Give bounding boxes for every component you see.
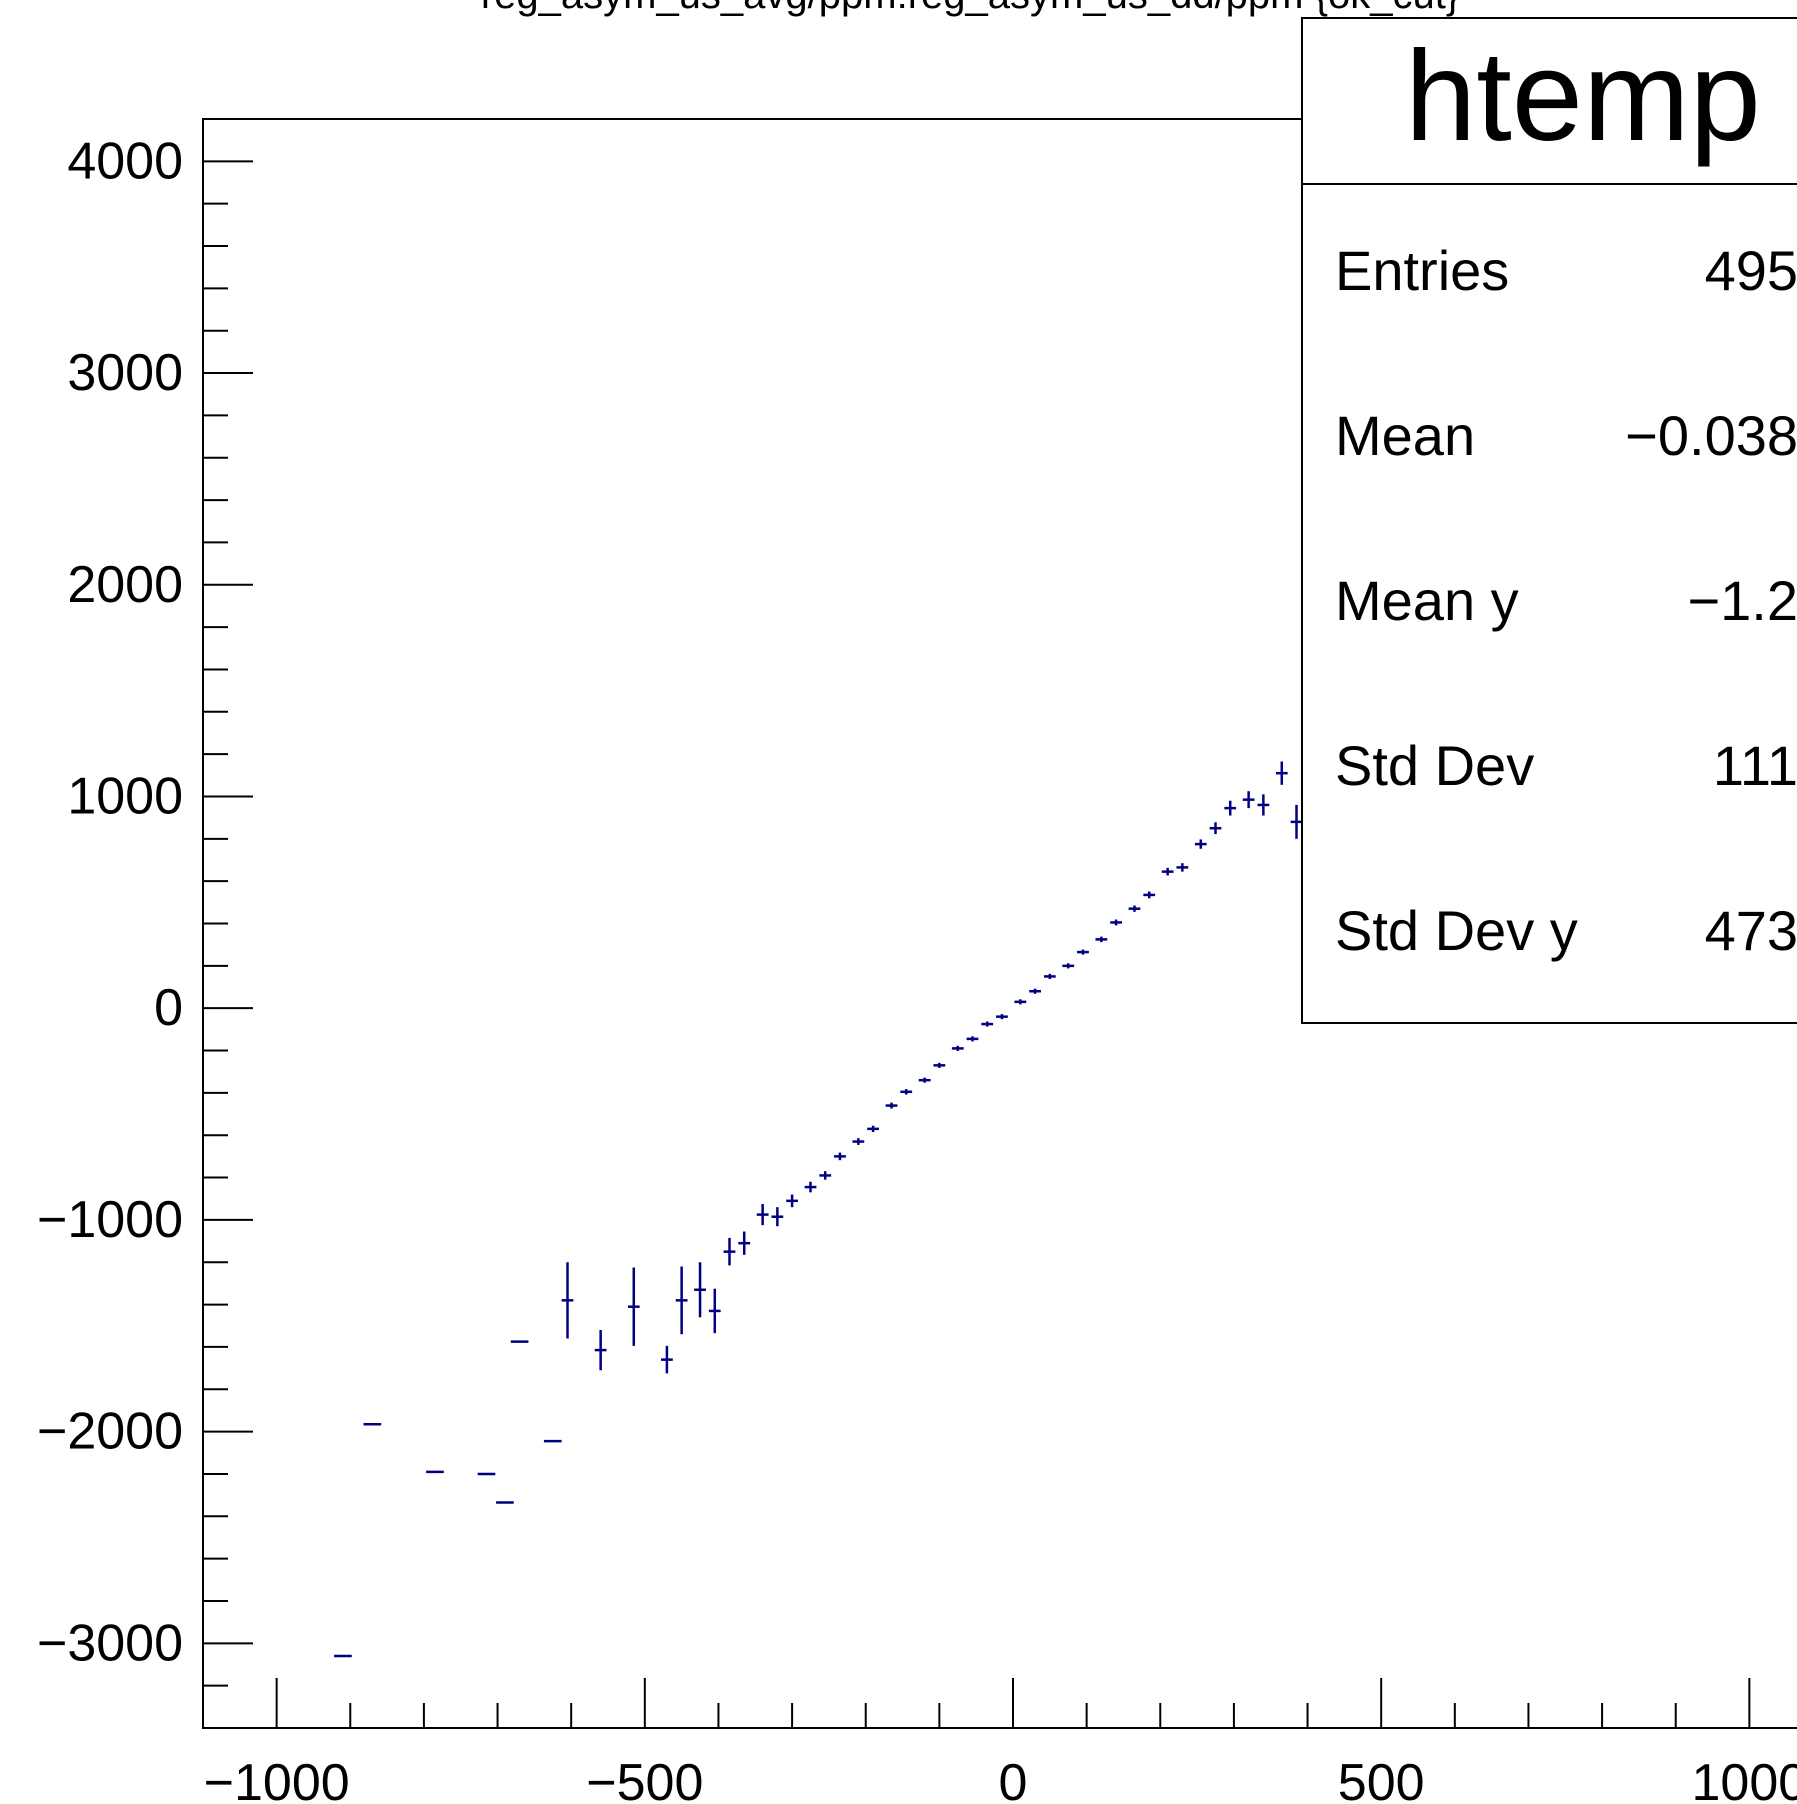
y-axis: −3000 −2000 −1000 0 1000 2000 3000 4000 [37,118,253,1729]
x-tick-label: 0 [999,1754,1028,1804]
y-tick-label: −1000 [37,1191,183,1249]
data-point [1209,822,1222,835]
x-axis: −1000 −500 0 500 1000 [202,1678,1797,1804]
data-point [1043,973,1056,979]
data-point [1095,936,1108,943]
data-point [804,1181,817,1193]
y-tick-label: 3000 [67,344,183,402]
stats-row-value: −1.2 [1687,569,1797,632]
data-points [334,761,1318,1658]
stats-box: htemp Entries 495 Mean −0.038 Mean y −1.2 Std … [1301,17,1797,1024]
data-point [661,1345,673,1374]
data-point [819,1171,832,1180]
stats-row-value: 495 [1705,239,1797,302]
data-point [981,1021,994,1027]
stats-row-label: Std Dev y [1335,899,1578,962]
data-point [594,1329,607,1371]
data-point [885,1102,898,1109]
y-tick-label: 1000 [67,767,183,825]
data-point [933,1062,946,1068]
data-point [1062,963,1075,969]
x-tick-label: −500 [586,1754,703,1804]
data-point [966,1036,979,1042]
data-point [1176,863,1189,872]
data-point [723,1237,736,1266]
data-point [561,1262,574,1339]
chart-title: reg_asym_us_avg/ppm:reg_asym_us_dd/ppm {… [481,0,1459,17]
y-tick-label: 0 [154,979,183,1037]
x-tick-label: 500 [1338,1754,1425,1804]
data-point [1143,891,1156,899]
data-point [1110,919,1122,926]
data-point [675,1266,688,1335]
data-point [1029,988,1041,994]
x-tick-label: 1000 [1692,1754,1797,1804]
data-point [1161,867,1174,876]
stats-row-label: Std Dev [1335,734,1534,797]
stats-row-value: −0.038 [1625,404,1797,467]
y-tick-label: −2000 [37,1403,183,1461]
data-point [951,1045,964,1051]
x-tick-label: −1000 [204,1754,350,1804]
data-point [900,1089,913,1095]
data-point [694,1262,706,1318]
data-point [738,1231,751,1255]
data-point [1194,839,1207,849]
data-point [834,1152,846,1161]
data-point [1275,761,1288,785]
data-point [627,1267,640,1346]
stats-row-label: Mean y [1335,569,1519,632]
data-point [996,1014,1008,1020]
data-point [708,1288,721,1334]
stats-row-value: 473 [1705,899,1797,962]
data-point [756,1204,769,1226]
data-point [1257,794,1270,816]
data-point [852,1138,865,1145]
data-point [1014,999,1027,1005]
data-point [1224,800,1237,816]
data-point [1128,905,1141,912]
data-point [918,1077,931,1083]
data-point [1290,804,1303,839]
data-point [867,1125,879,1133]
stats-rows: Entries 495 Mean −0.038 Mean y −1.2 Std Dev 111… [1335,239,1797,962]
stats-box-name: htemp [1405,25,1761,168]
stats-box-frame [1301,17,1797,1024]
data-point [786,1194,798,1208]
data-point [771,1207,784,1227]
data-point [1242,791,1255,809]
data-point [1077,949,1089,955]
y-tick-label: −3000 [37,1614,183,1672]
stats-row-value: 111 [1713,734,1797,797]
y-tick-label: 4000 [67,132,183,190]
stats-row-label: Mean [1335,404,1475,467]
stats-row-label: Entries [1335,239,1509,302]
y-tick-label: 2000 [67,556,183,614]
